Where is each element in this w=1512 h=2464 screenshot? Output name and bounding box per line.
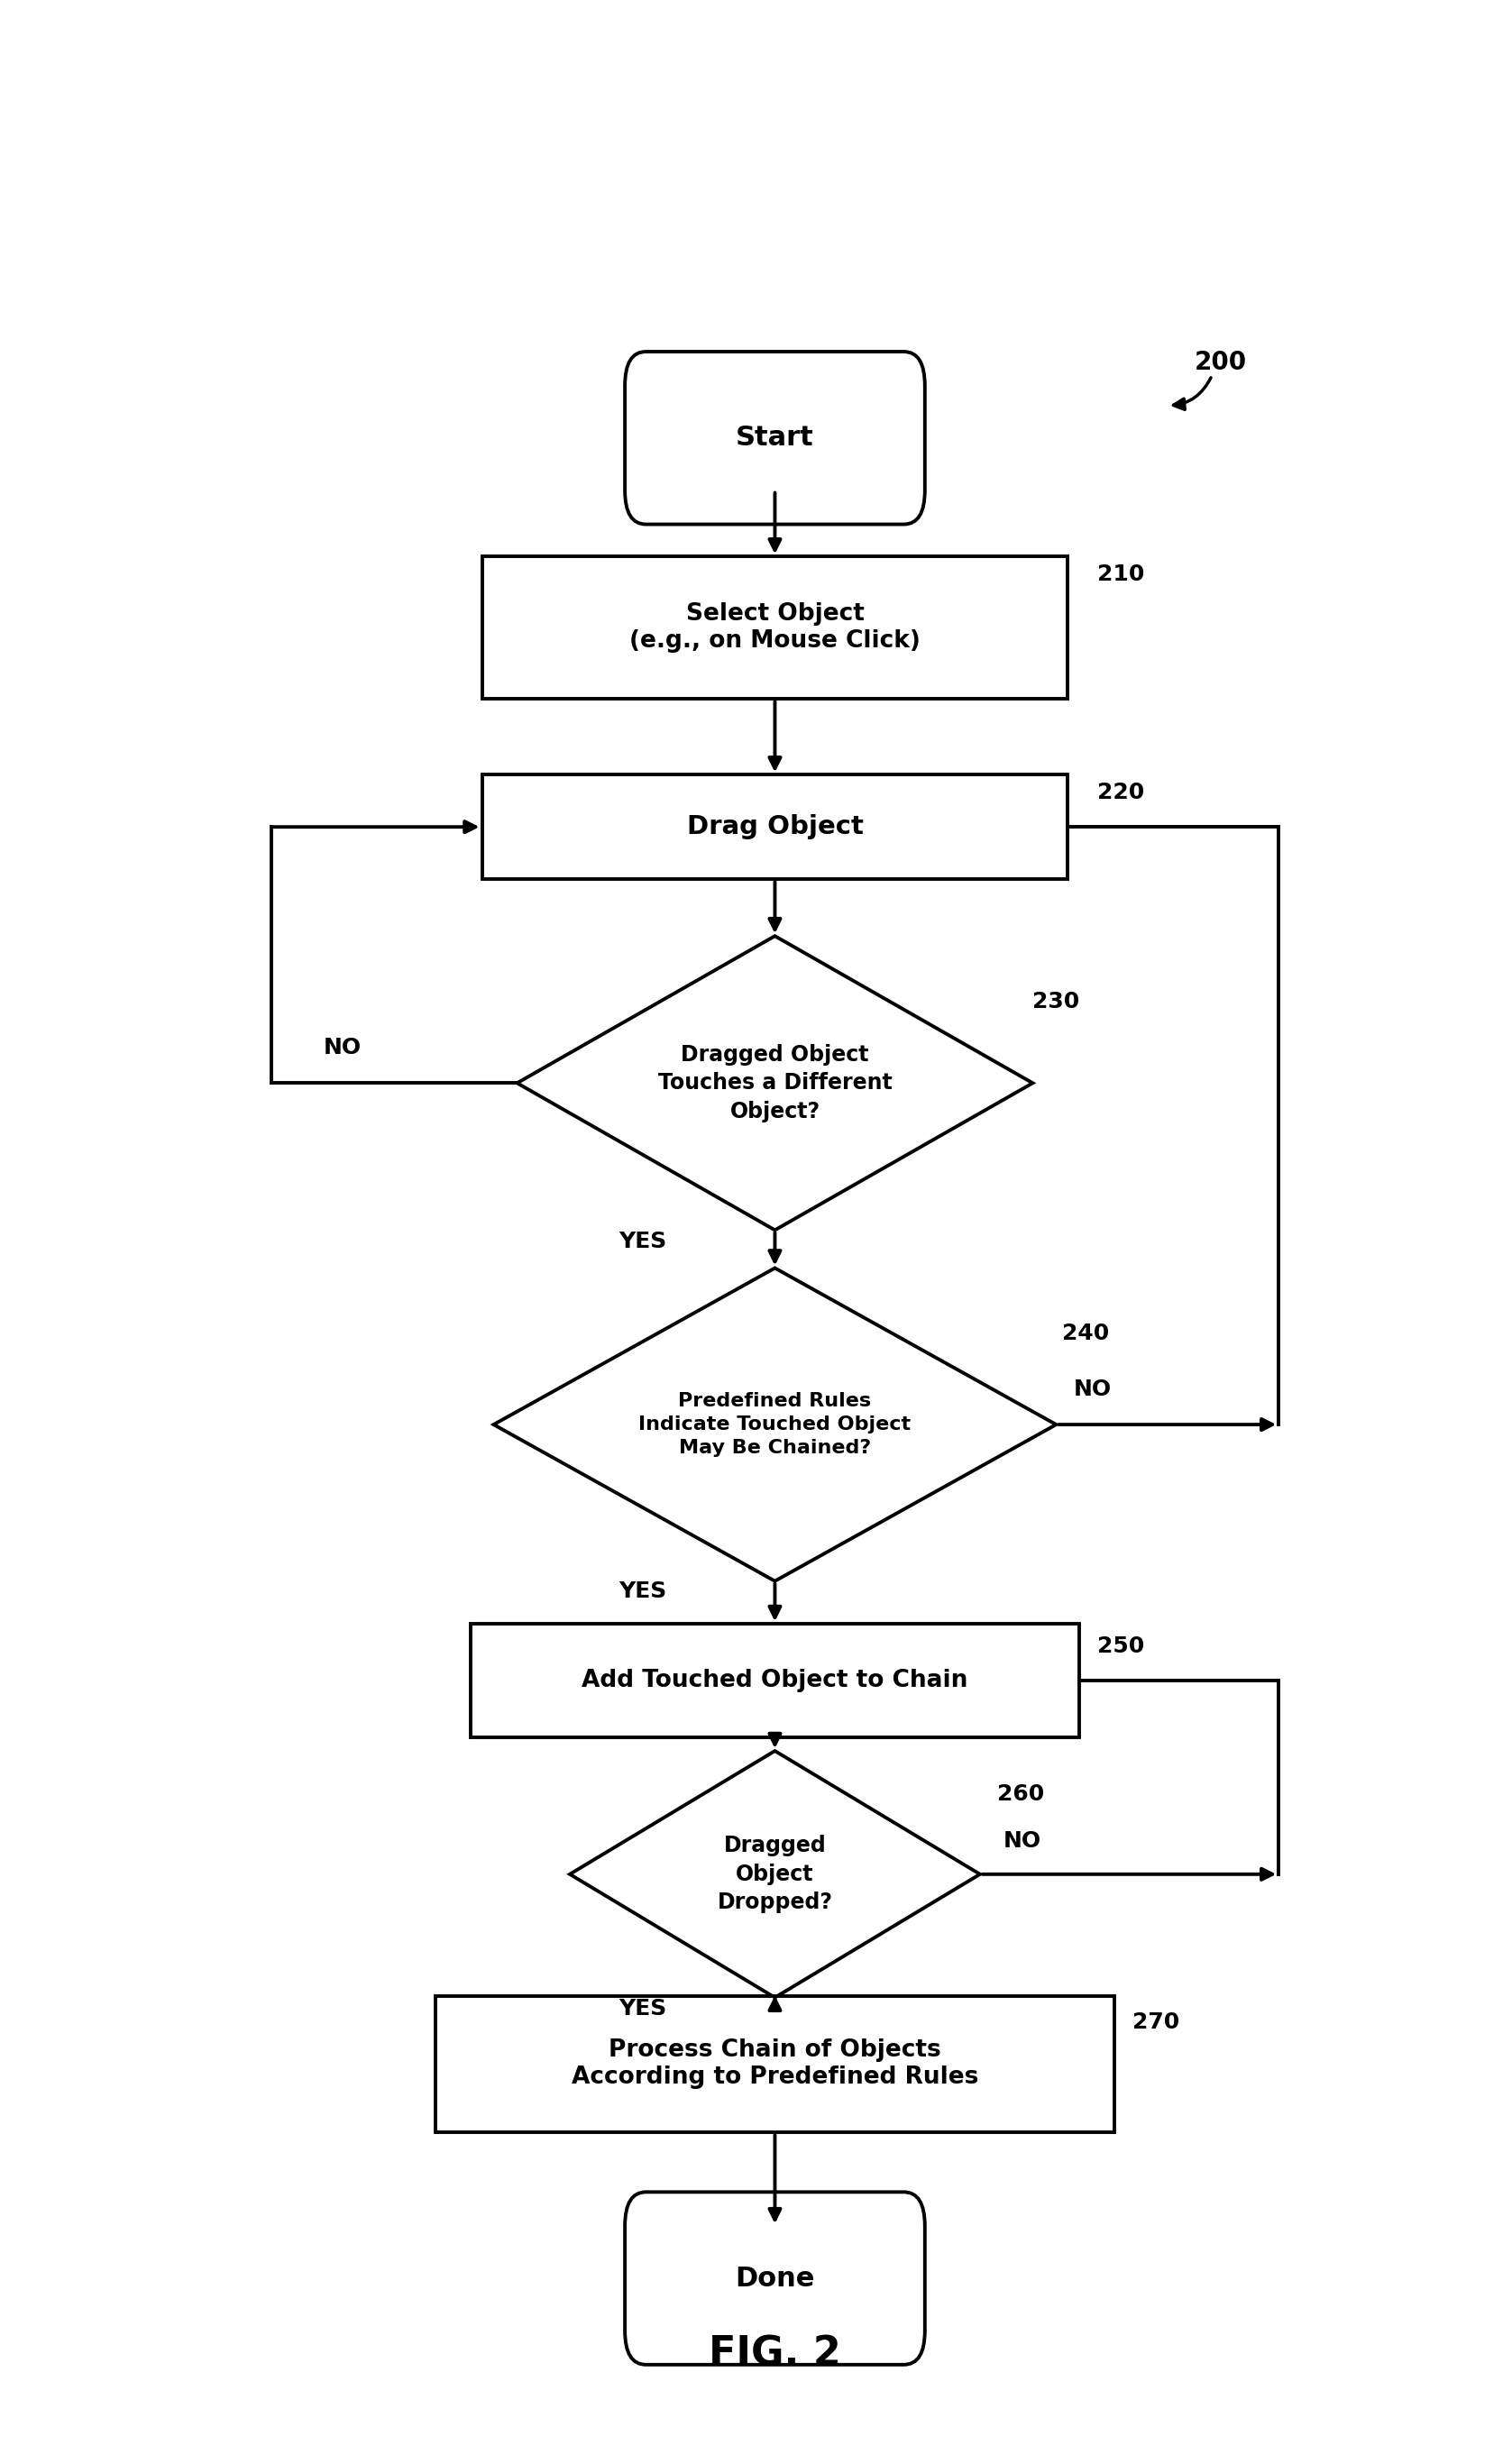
Text: Predefined Rules
Indicate Touched Object
May Be Chained?: Predefined Rules Indicate Touched Object… xyxy=(638,1392,912,1456)
Bar xyxy=(435,1996,1114,2131)
Text: 200: 200 xyxy=(1194,350,1246,375)
Text: Drag Object: Drag Object xyxy=(686,813,863,840)
Text: FIG. 2: FIG. 2 xyxy=(709,2336,841,2373)
Text: NO: NO xyxy=(324,1037,361,1060)
Polygon shape xyxy=(493,1269,1055,1582)
Text: 240: 240 xyxy=(1061,1323,1110,1345)
Text: Select Object
(e.g., on Mouse Click): Select Object (e.g., on Mouse Click) xyxy=(629,604,921,653)
Text: Start: Start xyxy=(736,424,813,451)
Polygon shape xyxy=(517,936,1033,1230)
Text: Add Touched Object to Chain: Add Touched Object to Chain xyxy=(582,1668,968,1693)
Text: Process Chain of Objects
According to Predefined Rules: Process Chain of Objects According to Pr… xyxy=(572,2038,978,2089)
Text: YES: YES xyxy=(618,1232,667,1252)
Text: 260: 260 xyxy=(998,1784,1045,1806)
Text: 250: 250 xyxy=(1098,1636,1145,1658)
FancyBboxPatch shape xyxy=(624,2193,925,2365)
Text: 220: 220 xyxy=(1098,781,1145,803)
Text: Done: Done xyxy=(735,2264,815,2292)
Text: NO: NO xyxy=(1004,1831,1042,1850)
Text: YES: YES xyxy=(618,1998,667,2018)
Text: NO: NO xyxy=(1074,1377,1111,1400)
Text: 270: 270 xyxy=(1132,2011,1179,2033)
Polygon shape xyxy=(570,1752,980,1998)
Bar xyxy=(482,557,1067,700)
Bar xyxy=(470,1624,1080,1737)
Text: Dragged Object
Touches a Different
Object?: Dragged Object Touches a Different Objec… xyxy=(658,1045,892,1124)
Text: YES: YES xyxy=(618,1579,667,1602)
Text: 230: 230 xyxy=(1033,991,1080,1013)
FancyBboxPatch shape xyxy=(624,352,925,525)
Text: Dragged
Object
Dropped?: Dragged Object Dropped? xyxy=(717,1836,833,1915)
Bar xyxy=(482,774,1067,880)
Text: 210: 210 xyxy=(1098,564,1145,586)
